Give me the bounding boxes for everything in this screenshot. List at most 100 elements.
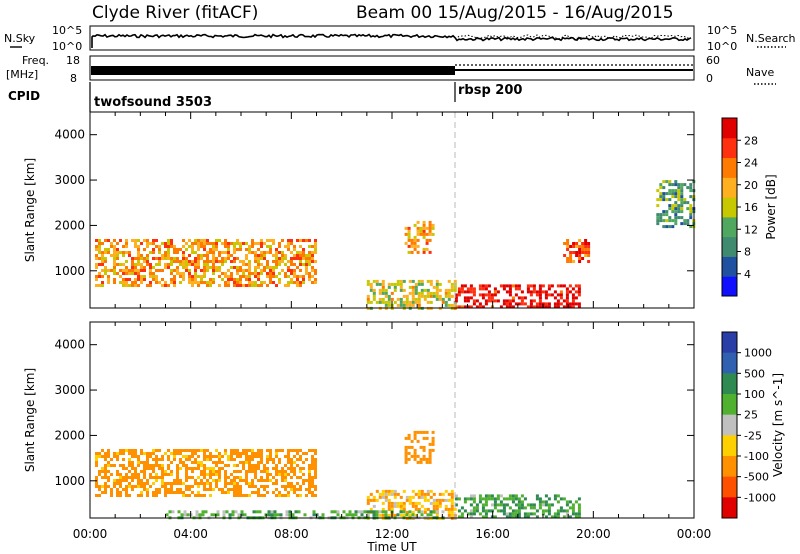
heatmap-cell [203,464,206,467]
colorbar-tick-label: -100 [744,450,769,463]
heatmap-cell [432,498,436,502]
heatmap-cell [532,506,536,510]
heatmap-cell [587,251,591,254]
heatmap-cell [538,500,542,504]
heatmap-cell [239,278,242,281]
heatmap-cell [571,506,575,510]
heatmap-cell [296,251,299,254]
heatmap-cell [203,470,206,473]
x-axis-label: Time UT [366,540,417,554]
heatmap-cell [453,288,457,292]
heatmap-cell [146,491,149,494]
heatmap-cell [511,509,515,513]
heatmap-cell [170,257,173,260]
heatmap-cell [176,488,179,491]
heatmap-cell [251,485,254,488]
heatmap-cell [419,226,423,230]
heatmap-cell [182,251,185,254]
heatmap-cell [475,299,479,303]
heatmap-cell [568,284,572,288]
heatmap-cell [290,263,293,266]
heatmap-cell [565,515,569,519]
heatmap-cell [529,305,533,309]
heatmap-cell [209,476,212,479]
heatmap-cell [188,269,191,272]
heatmap-cell [553,290,557,294]
heatmap-cell [195,513,199,517]
heatmap-cell [369,285,373,289]
heatmap-cell [161,476,164,479]
heatmap-cell [422,436,426,440]
heatmap-cell [251,449,254,452]
heatmap-cell [239,245,242,248]
heatmap-cell [260,479,263,482]
heatmap-cell [137,263,140,266]
heatmap-cell [562,284,566,288]
heatmap-cell [447,513,451,517]
heatmap-cell [188,245,191,248]
heatmap-cell [185,485,188,488]
heatmap-cell [402,507,406,511]
heatmap-cell [167,266,170,269]
heatmap-cell [95,254,98,257]
heatmap-cell [311,281,314,284]
heatmap-cell [107,278,110,281]
heatmap-cell [212,455,215,458]
heatmap-cell [258,510,262,514]
heatmap-cell [484,284,488,288]
nsky-panel: N.Sky 10^5 10^0 10^5 10^0 N.Search [4,24,796,53]
heatmap-cell [450,294,454,298]
heatmap-cell [200,470,203,473]
heatmap-cell [209,473,212,476]
heatmap-cell [296,494,299,497]
heatmap-cell [197,461,200,464]
heatmap-cell [308,245,311,248]
heatmap-cell [137,278,140,281]
heatmap-cell [128,272,131,275]
heatmap-cell [299,239,302,242]
heatmap-cell [581,245,585,248]
heatmap-cell [575,254,579,257]
heatmap-cell [428,451,432,455]
heatmap-cell [125,260,128,263]
heatmap-cell [435,504,439,508]
heatmap-cell [197,476,200,479]
heatmap-cell [218,476,221,479]
heatmap-cell [167,449,170,452]
heatmap-cell [532,512,536,516]
heatmap-cell [167,473,170,476]
heatmap-cell [656,198,660,202]
heatmap-cell [290,470,293,473]
heatmap-cell [493,290,497,294]
heatmap-cell [215,479,218,482]
heatmap-cell [447,492,451,496]
heatmap-cell [447,303,451,307]
heatmap-cell [457,293,461,297]
heatmap-cell [266,239,269,242]
heatmap-cell [216,513,220,517]
heatmap-cell [435,285,439,289]
heatmap-cell [487,290,491,294]
heatmap-cell [137,284,140,287]
colorbar-segment [722,137,737,159]
heatmap-cell [158,263,161,266]
heatmap-cell [493,506,497,510]
heatmap-cell [556,302,560,306]
heatmap-cell [689,207,693,211]
heatmap-cell [413,454,417,458]
heatmap-cell [158,260,161,263]
heatmap-cell [381,489,385,493]
heatmap-cell [140,461,143,464]
heatmap-cell [245,275,248,278]
heatmap-cell [366,498,370,502]
heatmap-cell [107,479,110,482]
heatmap-cell [125,284,128,287]
heatmap-cell [191,242,194,245]
heatmap-cell [308,275,311,278]
heatmap-cell [239,281,242,284]
heatmap-cell [161,254,164,257]
heatmap-cell [270,513,274,517]
heatmap-cell [413,430,417,434]
heatmap-cell [152,257,155,260]
heatmap-cell [404,460,408,464]
